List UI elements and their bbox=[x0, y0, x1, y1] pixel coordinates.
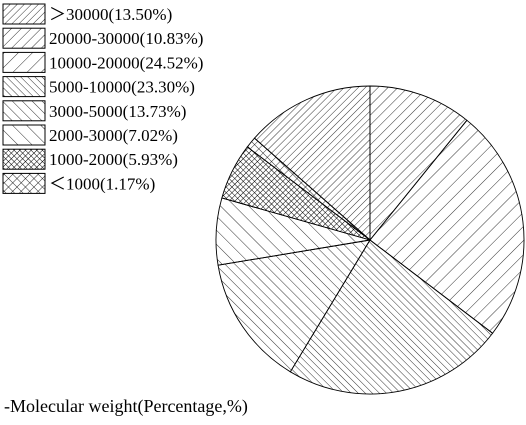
legend-label-7: ＜1000(1.17%) bbox=[49, 174, 155, 193]
legend-swatch-5 bbox=[2, 124, 46, 146]
legend-label-3: 5000-10000(23.30%) bbox=[49, 78, 195, 97]
legend-swatch-4 bbox=[2, 100, 46, 122]
pie-slice-2 bbox=[369, 119, 525, 334]
legend-label-6: 1000-2000(5.93%) bbox=[49, 150, 178, 169]
pie-slices bbox=[215, 85, 525, 395]
legend: ＞30000(13.50%) 20000-30000(10.83%) 10000-2… bbox=[2, 3, 203, 194]
pie-slice-0 bbox=[253, 85, 371, 241]
legend-swatch-1 bbox=[2, 27, 46, 49]
pie-slice-7 bbox=[246, 137, 371, 241]
legend-swatch-0 bbox=[2, 3, 46, 25]
legend-label-1: 20000-30000(10.83%) bbox=[49, 29, 203, 48]
legend-swatch-6 bbox=[2, 148, 46, 170]
legend-label-2: 10000-20000(24.52%) bbox=[49, 53, 203, 72]
pie-slice-3 bbox=[289, 239, 494, 395]
legend-label-0: ＞30000(13.50%) bbox=[49, 5, 172, 24]
pie-slice-1 bbox=[369, 85, 468, 242]
legend-label-5: 2000-3000(7.02%) bbox=[49, 126, 178, 145]
legend-swatch-3 bbox=[2, 76, 46, 98]
legend-swatch-7 bbox=[2, 172, 46, 194]
pie-slice-4 bbox=[217, 239, 371, 373]
legend-swatch-2 bbox=[2, 51, 46, 73]
chart-caption: -Molecular weight(Percentage,%) bbox=[4, 396, 248, 417]
legend-label-4: 3000-5000(13.73%) bbox=[49, 102, 186, 121]
